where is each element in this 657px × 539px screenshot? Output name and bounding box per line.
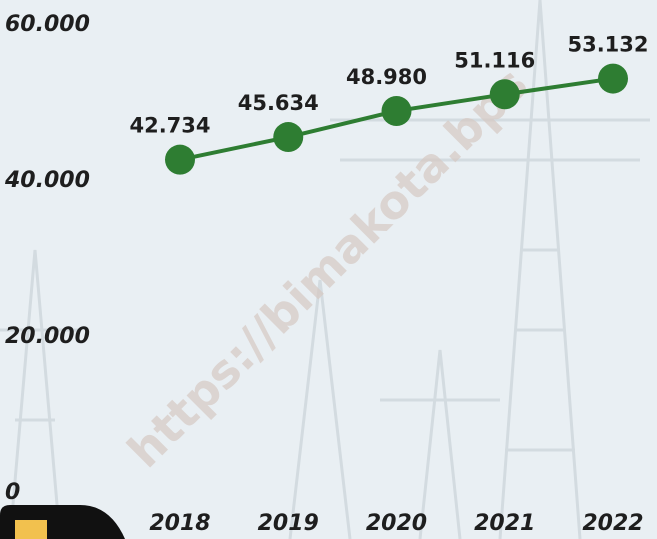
y-tick-label: 40.000 bbox=[4, 168, 90, 193]
y-tick-label: 20.000 bbox=[5, 324, 90, 349]
y-tick-label: 0 bbox=[5, 480, 20, 505]
marker bbox=[598, 63, 628, 94]
value-label: 42.734 bbox=[129, 114, 210, 138]
corner-icon-fill bbox=[15, 520, 47, 539]
marker bbox=[489, 79, 520, 110]
value-label: 48.980 bbox=[346, 65, 427, 89]
x-tick-label: 2018 bbox=[149, 511, 210, 536]
value-label: 51.116 bbox=[454, 48, 535, 72]
x-tick-label: 2021 bbox=[474, 511, 535, 536]
x-tick-label: 2019 bbox=[258, 511, 319, 536]
marker bbox=[273, 122, 304, 153]
value-label: 45.634 bbox=[238, 91, 319, 115]
x-tick-label: 2020 bbox=[366, 511, 427, 536]
value-label: 53.132 bbox=[567, 33, 648, 57]
y-tick-label: 60.000 bbox=[5, 12, 90, 37]
x-tick-label: 2022 bbox=[582, 511, 643, 536]
marker bbox=[165, 144, 195, 175]
marker bbox=[381, 95, 412, 126]
